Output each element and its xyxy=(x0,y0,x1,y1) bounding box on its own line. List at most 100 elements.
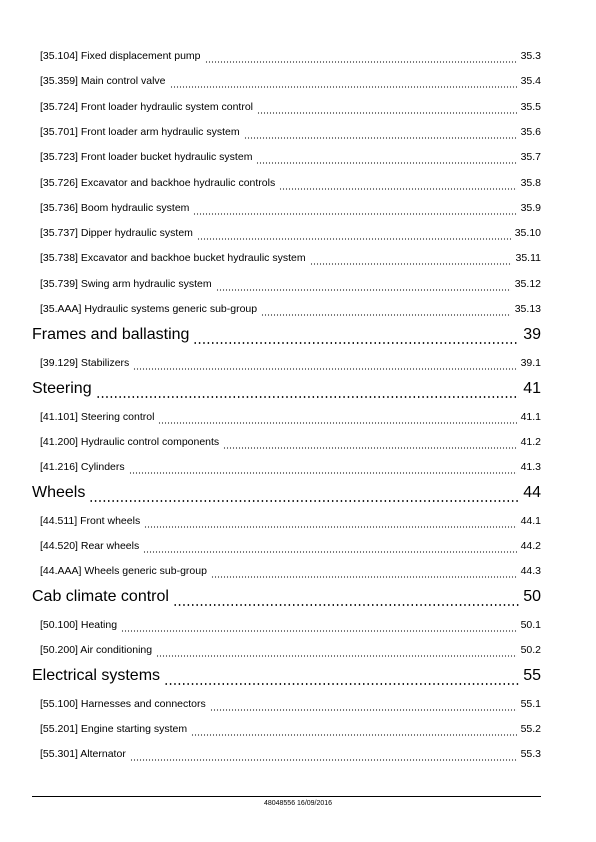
leader xyxy=(309,263,512,266)
leader xyxy=(209,708,517,711)
toc-item-page: 35.5 xyxy=(520,100,541,113)
toc-item: [55.301] Alternator 55.3 xyxy=(40,748,541,764)
toc-item-page: 44.2 xyxy=(520,539,541,552)
toc-item-page: 35.8 xyxy=(520,176,541,189)
toc-item: [35.724] Front loader hydraulic system c… xyxy=(40,101,541,117)
toc-section: Steering 41 xyxy=(32,380,541,402)
toc-item: [41.216] Cylinders 41.3 xyxy=(40,461,541,477)
toc-section-page: 44 xyxy=(523,483,541,501)
toc-item-page: 55.3 xyxy=(520,748,541,760)
toc-item: [41.200] Hydraulic control components 41.… xyxy=(40,436,541,452)
leader xyxy=(193,212,517,215)
toc-item-label: [39.129] Stabilizers xyxy=(40,356,130,369)
toc-item: [55.201] Engine starting system 55.2 xyxy=(40,723,541,739)
toc-item-page: 41.1 xyxy=(520,410,541,423)
toc-item-page: 35.4 xyxy=(520,75,541,88)
toc-section-label: Wheels xyxy=(32,483,86,501)
leader xyxy=(129,759,517,761)
toc-item-page: 35.6 xyxy=(520,125,541,138)
leader xyxy=(164,682,520,685)
toc-item: [35.739] Swing arm hydraulic system 35.12 xyxy=(40,278,541,294)
toc-item-page: 55.2 xyxy=(520,722,541,735)
leader xyxy=(257,111,517,114)
toc-item: [50.200] Air conditioning 50.2 xyxy=(40,644,541,660)
toc-item-page: 50.2 xyxy=(520,643,541,656)
leader xyxy=(156,654,517,657)
leader xyxy=(169,86,517,89)
toc-item-label: [55.201] Engine starting system xyxy=(40,722,188,735)
toc-item: [55.100] Harnesses and connectors 55.1 xyxy=(40,698,541,714)
toc-item-label: [55.301] Alternator xyxy=(40,748,126,760)
toc-item-label: [35.736] Boom hydraulic system xyxy=(40,201,190,214)
toc-item: [35.AAA] Hydraulic systems generic sub-g… xyxy=(40,303,541,319)
leader xyxy=(243,136,517,139)
toc-item: [35.736] Boom hydraulic system 35.9 xyxy=(40,202,541,218)
leader xyxy=(144,525,517,528)
leader xyxy=(256,162,517,165)
leader xyxy=(95,395,520,398)
toc-section: Cab climate control 50 xyxy=(32,588,541,610)
toc-item-page: 41.2 xyxy=(520,435,541,448)
toc-section-page: 50 xyxy=(523,587,541,605)
toc-item: [35.726] Excavator and backhoe hydraulic… xyxy=(40,177,541,193)
toc-item-page: 35.3 xyxy=(520,50,541,62)
leader xyxy=(193,341,520,344)
toc-item-label: [35.737] Dipper hydraulic system xyxy=(40,227,193,240)
toc-section-label: Frames and ballasting xyxy=(32,325,190,343)
toc-item-label: [35.723] Front loader bucket hydraulic s… xyxy=(40,151,253,164)
toc-item: [50.100] Heating 50.1 xyxy=(40,619,541,635)
toc-item-label: [50.100] Heating xyxy=(40,618,118,631)
leader xyxy=(143,550,517,553)
toc-item-label: [41.101] Steering control xyxy=(40,410,155,423)
toc-section-label: Steering xyxy=(32,379,92,397)
toc-item-page: 44.1 xyxy=(520,514,541,527)
toc-item: [41.101] Steering control 41.1 xyxy=(40,411,541,427)
toc-item-label: [44.511] Front wheels xyxy=(40,514,141,527)
toc-item-label: [44.AAA] Wheels generic sub-group xyxy=(40,565,207,577)
leader xyxy=(172,603,520,606)
leader xyxy=(223,446,517,449)
toc-section-page: 39 xyxy=(523,325,541,343)
toc-item-label: [35.739] Swing arm hydraulic system xyxy=(40,277,212,290)
toc-section-page: 55 xyxy=(523,666,541,684)
toc-item-page: 35.13 xyxy=(514,303,541,315)
toc-item: [35.359] Main control valve 35.4 xyxy=(40,75,541,91)
toc-section-page: 41 xyxy=(523,379,541,397)
toc-item-page: 39.1 xyxy=(520,356,541,369)
toc-item-page: 35.12 xyxy=(514,277,541,290)
leader xyxy=(133,367,517,370)
toc-item-page: 35.9 xyxy=(520,201,541,214)
toc-item-page: 35.7 xyxy=(520,151,541,164)
leader xyxy=(89,499,520,502)
leader xyxy=(261,314,511,316)
leader xyxy=(279,187,517,190)
leader xyxy=(204,61,517,63)
toc-item-label: [35.701] Front loader arm hydraulic syst… xyxy=(40,125,240,138)
toc-item: [44.520] Rear wheels 44.2 xyxy=(40,540,541,556)
toc-section-label: Electrical systems xyxy=(32,666,161,684)
footer: 48048556 16/09/2016 xyxy=(263,800,333,807)
toc-item: [39.129] Stabilizers 39.1 xyxy=(40,357,541,373)
toc-item-label: [35.724] Front loader hydraulic system c… xyxy=(40,100,254,113)
leader xyxy=(215,288,511,291)
toc-item-label: [35.104] Fixed displacement pump xyxy=(40,50,201,62)
toc-item: [35.701] Front loader arm hydraulic syst… xyxy=(40,126,541,142)
leader xyxy=(158,421,517,424)
toc-item-label: [35.726] Excavator and backhoe hydraulic… xyxy=(40,176,276,189)
toc-section: Frames and ballasting 39 xyxy=(32,326,541,348)
toc-item-label: [35.AAA] Hydraulic systems generic sub-g… xyxy=(40,303,258,315)
leader xyxy=(128,471,517,474)
toc-section: Wheels 44 xyxy=(32,484,541,506)
footer-rule xyxy=(32,796,541,797)
toc-item: [35.104] Fixed displacement pump 35.3 xyxy=(40,50,541,66)
toc-item-label: [44.520] Rear wheels xyxy=(40,539,140,552)
toc-item-label: [35.359] Main control valve xyxy=(40,75,166,88)
toc-item: [44.511] Front wheels 44.1 xyxy=(40,515,541,531)
toc-section: Electrical systems 55 xyxy=(32,667,541,689)
leader xyxy=(196,238,511,241)
toc-item-page: 55.1 xyxy=(520,697,541,710)
toc-section-label: Cab climate control xyxy=(32,587,169,605)
toc-item-label: [55.100] Harnesses and connectors xyxy=(40,697,206,710)
toc-item-page: 44.3 xyxy=(520,565,541,577)
